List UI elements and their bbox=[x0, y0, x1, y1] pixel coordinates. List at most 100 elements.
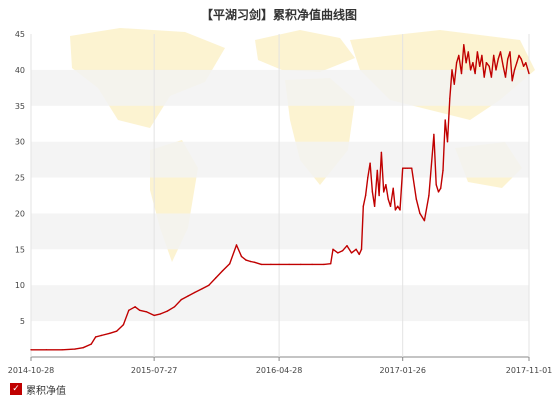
data-point bbox=[472, 62, 474, 64]
data-point bbox=[90, 343, 92, 345]
data-point bbox=[479, 65, 481, 68]
y-tick-label: 30 bbox=[15, 138, 25, 147]
data-point bbox=[415, 198, 417, 200]
data-point bbox=[350, 252, 353, 254]
data-point bbox=[270, 263, 272, 266]
data-point bbox=[504, 76, 507, 78]
data-point bbox=[194, 291, 196, 294]
data-point bbox=[221, 270, 224, 272]
data-point bbox=[528, 72, 530, 75]
data-point bbox=[380, 151, 383, 154]
data-point bbox=[61, 349, 63, 351]
y-tick-label: 35 bbox=[15, 102, 25, 111]
data-point bbox=[433, 133, 435, 136]
data-point bbox=[387, 198, 389, 200]
data-point bbox=[518, 54, 520, 57]
data-point bbox=[467, 51, 469, 53]
data-point bbox=[428, 194, 430, 197]
data-point bbox=[215, 277, 217, 279]
data-point bbox=[159, 313, 162, 315]
data-point bbox=[423, 219, 426, 222]
data-point bbox=[453, 83, 455, 85]
data-point bbox=[229, 263, 231, 265]
y-tick-label: 5 bbox=[20, 317, 25, 326]
x-tick-label: 2017-11-01 bbox=[506, 366, 553, 375]
data-point bbox=[435, 184, 437, 186]
legend-item[interactable]: ✓ 累积净值 bbox=[10, 381, 66, 397]
data-point bbox=[402, 167, 404, 169]
grid-band bbox=[31, 285, 529, 322]
data-point bbox=[525, 62, 527, 64]
data-point bbox=[341, 250, 344, 252]
data-point bbox=[507, 58, 509, 60]
grid-band bbox=[31, 69, 529, 106]
data-point bbox=[442, 169, 444, 172]
data-point bbox=[208, 284, 210, 286]
data-point bbox=[476, 51, 479, 53]
data-point bbox=[145, 311, 148, 313]
data-point bbox=[245, 259, 247, 261]
data-point bbox=[378, 194, 380, 197]
data-point bbox=[406, 167, 408, 169]
data-point bbox=[389, 205, 392, 207]
data-point bbox=[495, 69, 497, 71]
x-tick-label: 2016-04-28 bbox=[256, 366, 303, 375]
y-tick-label: 40 bbox=[15, 66, 25, 75]
data-point bbox=[330, 263, 332, 265]
data-point bbox=[397, 205, 399, 207]
data-point bbox=[369, 162, 371, 164]
data-point bbox=[383, 191, 385, 193]
data-point bbox=[122, 324, 125, 326]
data-point bbox=[173, 306, 176, 308]
chart-title: 【平湖习剑】累积净值曲线图 bbox=[200, 8, 357, 22]
data-point bbox=[115, 330, 118, 332]
data-point bbox=[511, 80, 513, 82]
data-point bbox=[253, 261, 256, 263]
data-point bbox=[469, 69, 472, 71]
data-point bbox=[399, 209, 401, 211]
data-point bbox=[373, 205, 376, 207]
grid-band bbox=[31, 141, 529, 178]
data-point bbox=[323, 263, 325, 266]
data-point bbox=[187, 295, 189, 297]
data-point bbox=[451, 69, 453, 71]
x-tick-label: 2015-07-27 bbox=[131, 366, 178, 375]
data-point bbox=[45, 349, 48, 351]
data-point bbox=[240, 255, 243, 258]
data-point bbox=[458, 54, 460, 57]
data-point bbox=[499, 51, 502, 53]
data-point bbox=[497, 58, 499, 60]
data-point bbox=[376, 169, 378, 172]
data-point bbox=[520, 58, 522, 60]
data-point bbox=[134, 306, 136, 308]
x-tick-label: 2017-01-26 bbox=[379, 366, 426, 375]
data-point bbox=[411, 167, 413, 169]
data-point bbox=[474, 72, 476, 75]
data-point bbox=[516, 62, 518, 64]
data-point bbox=[371, 191, 374, 193]
grid-band bbox=[31, 213, 529, 250]
data-point bbox=[180, 298, 182, 301]
data-point bbox=[166, 310, 168, 312]
data-point bbox=[249, 260, 252, 263]
legend-check-icon: ✓ bbox=[10, 383, 22, 395]
data-point bbox=[440, 187, 442, 189]
data-point bbox=[109, 332, 111, 334]
data-point bbox=[278, 263, 280, 266]
y-tick-label: 15 bbox=[15, 245, 25, 254]
data-point bbox=[30, 349, 32, 351]
data-point bbox=[311, 263, 313, 266]
data-point bbox=[437, 191, 440, 193]
data-point bbox=[235, 244, 238, 246]
data-point bbox=[128, 309, 130, 311]
data-point bbox=[463, 44, 465, 46]
data-point bbox=[260, 263, 263, 266]
data-point bbox=[337, 252, 339, 254]
data-point bbox=[490, 76, 493, 78]
data-point bbox=[367, 176, 369, 179]
y-tick-label: 45 bbox=[15, 30, 25, 39]
y-tick-label: 10 bbox=[15, 281, 25, 290]
data-point bbox=[74, 348, 76, 350]
data-point bbox=[449, 97, 451, 100]
data-point bbox=[446, 141, 449, 143]
